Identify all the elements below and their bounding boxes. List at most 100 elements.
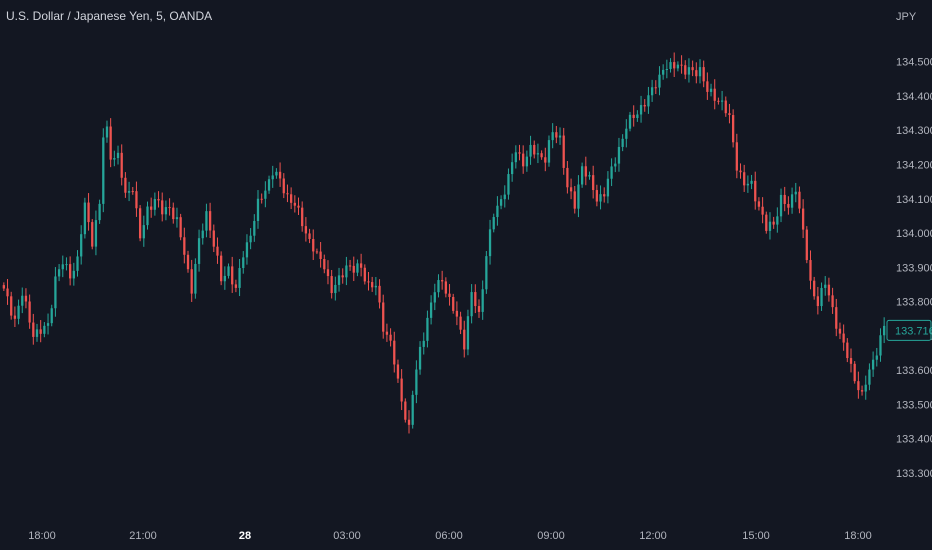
candle-body <box>426 317 429 341</box>
candle-body <box>393 340 396 365</box>
candle-body <box>562 135 565 168</box>
candle-body <box>558 135 562 138</box>
price-axis[interactable]: 134.500 134.400 134.300 134.200 134.100 134.0… <box>886 57 932 480</box>
candle-body <box>650 87 654 96</box>
candle-body <box>131 191 134 193</box>
candle-body <box>525 156 529 167</box>
candle-body <box>367 281 370 283</box>
candle-body <box>787 203 790 208</box>
candle-body <box>120 152 123 178</box>
candle-body <box>625 128 628 139</box>
candle-body <box>271 175 274 180</box>
candle-body <box>157 199 160 201</box>
candle-body <box>603 194 606 197</box>
candle-body <box>617 146 621 164</box>
candle-body <box>492 217 495 230</box>
candle-body <box>183 237 186 255</box>
candle-body <box>21 295 24 306</box>
candle-body <box>267 179 271 191</box>
candle-body <box>54 276 57 309</box>
candle-body <box>838 328 842 334</box>
candle-body <box>142 225 145 239</box>
y-tick-label: 133.500 <box>896 399 932 411</box>
candle-body <box>731 115 735 143</box>
candle-body <box>577 184 580 209</box>
candle-body <box>816 296 820 307</box>
chart-title: U.S. Dollar / Japanese Yen, 5, OANDA <box>6 9 213 23</box>
candle-body <box>813 280 816 297</box>
candle-body <box>46 323 50 326</box>
candle-body <box>632 114 635 119</box>
candle-body <box>779 194 783 217</box>
candle-body <box>39 329 42 334</box>
y-tick-label: 134.200 <box>896 159 932 171</box>
candle-body <box>621 138 624 147</box>
candle-body <box>720 100 724 102</box>
candle-body <box>348 265 352 267</box>
candle-body <box>871 359 875 370</box>
candle-body <box>212 230 215 247</box>
candle-body <box>628 114 632 129</box>
candle-body <box>205 211 208 231</box>
candle-body <box>326 269 330 277</box>
candle-body <box>113 158 116 160</box>
candle-body <box>455 310 459 317</box>
candles-layer <box>2 52 886 434</box>
candle-body <box>109 126 112 160</box>
candle-body <box>706 81 709 92</box>
candle-body <box>702 67 705 82</box>
candle-body <box>422 340 425 347</box>
candle-body <box>757 201 761 207</box>
candle-body <box>356 263 359 273</box>
x-tick-label: 03:00 <box>333 530 361 542</box>
candle-body <box>820 287 823 307</box>
candle-body <box>827 284 831 296</box>
candle-body <box>584 166 587 177</box>
candle-body <box>658 74 661 88</box>
candle-body <box>743 172 746 186</box>
candle-body <box>197 238 201 264</box>
candle-body <box>57 269 61 277</box>
candle-body <box>463 329 466 350</box>
y-tick-label: 133.800 <box>896 297 932 309</box>
candle-body <box>275 171 278 176</box>
candle-body <box>286 193 289 195</box>
candle-body <box>522 153 525 167</box>
candle-body <box>374 285 378 288</box>
candle-body <box>116 152 120 159</box>
candle-body <box>849 358 853 364</box>
candle-body <box>610 166 613 179</box>
candle-body <box>172 207 175 220</box>
candle-body <box>503 194 506 200</box>
candle-body <box>647 95 650 107</box>
candle-body <box>330 276 333 294</box>
candle-body <box>260 198 263 200</box>
candle-body <box>242 257 245 269</box>
candle-body <box>835 307 838 329</box>
time-axis[interactable]: 18:00 21:00 28 03:00 06:00 09:00 12:00 15:00 18:… <box>28 530 872 542</box>
candle-body <box>201 230 204 239</box>
candle-body <box>739 170 742 173</box>
candle-body <box>337 275 341 285</box>
candle-body <box>10 296 13 316</box>
candle-body <box>805 229 808 261</box>
candle-body <box>614 163 617 167</box>
candle-body <box>654 87 657 89</box>
candle-body <box>411 394 414 425</box>
candle-body <box>319 251 322 260</box>
candle-body <box>404 401 407 420</box>
candle-body <box>382 302 385 332</box>
candle-body <box>776 216 779 225</box>
candle-body <box>94 220 98 247</box>
x-tick-label: 28 <box>239 530 251 542</box>
candle-body <box>875 355 878 360</box>
candle-body <box>105 126 109 138</box>
candle-body <box>573 191 576 209</box>
candle-body <box>798 191 801 209</box>
candle-body <box>83 202 87 235</box>
candle-body <box>868 369 871 385</box>
candle-body <box>883 325 886 336</box>
candle-body <box>418 346 422 370</box>
